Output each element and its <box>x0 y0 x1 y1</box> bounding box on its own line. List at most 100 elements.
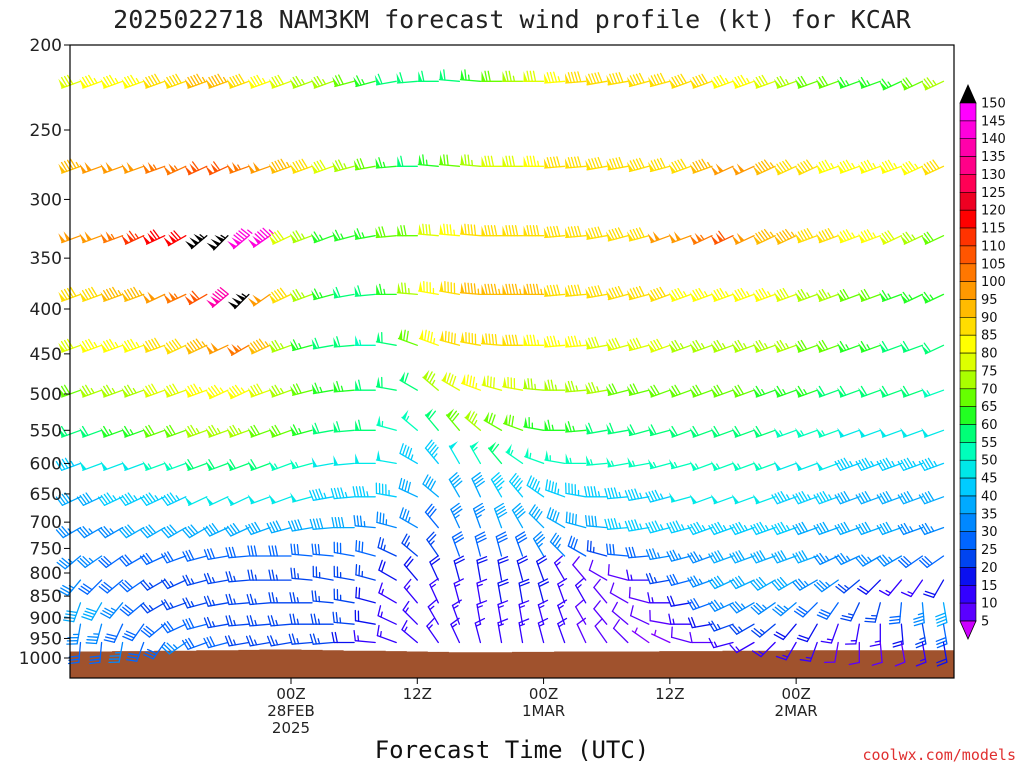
wind-barb <box>687 551 713 564</box>
wind-barb <box>78 579 103 595</box>
wind-barb <box>515 531 528 557</box>
wind-barb <box>816 228 839 244</box>
wind-barb <box>773 427 797 438</box>
wind-barb <box>647 384 671 398</box>
wind-barb <box>354 609 376 625</box>
wind-barb <box>710 384 734 398</box>
wind-barb <box>855 491 881 505</box>
wind-barb <box>607 564 629 581</box>
wind-barb <box>689 339 713 353</box>
wind-barb <box>310 75 334 89</box>
colorbar-label: 110 <box>981 239 1006 254</box>
wind-barb <box>483 411 503 431</box>
wind-barb <box>816 288 839 302</box>
wind-barb <box>522 283 545 296</box>
wind-barb <box>537 578 550 604</box>
y-tick-label: 300 <box>30 190 62 210</box>
wind-barb <box>480 70 503 82</box>
wind-barb <box>518 618 530 644</box>
colorbar-label: 135 <box>981 150 1006 165</box>
colorbar-swatch <box>959 602 977 622</box>
wind-barb <box>626 569 650 581</box>
wind-barb <box>900 77 924 91</box>
wind-barb <box>708 575 734 590</box>
x-tick-label: 00Z <box>529 685 558 703</box>
wind-barb <box>524 447 545 465</box>
wind-barb <box>731 460 755 471</box>
wind-barb <box>585 515 608 529</box>
wind-barb <box>401 533 418 557</box>
wind-barb <box>427 599 439 625</box>
wind-barb <box>752 385 776 398</box>
wind-barb <box>795 288 818 302</box>
wind-barb <box>795 339 818 353</box>
y-tick-label: 500 <box>30 385 62 405</box>
wind-barb <box>203 636 229 649</box>
credit-link[interactable]: coolwx.com/models <box>862 746 1016 764</box>
wind-barb <box>564 71 587 84</box>
wind-barb <box>142 337 166 353</box>
wind-barb <box>708 550 734 564</box>
wind-barb <box>837 229 860 244</box>
wind-barb <box>289 230 313 244</box>
wind-barb <box>333 380 355 393</box>
wind-barb <box>816 385 839 398</box>
wind-barb <box>921 342 945 355</box>
wind-barbs <box>55 69 948 667</box>
colorbar-label: 100 <box>981 275 1006 290</box>
wind-barb <box>161 551 187 564</box>
wind-barb <box>557 578 568 604</box>
wind-barb <box>332 159 355 173</box>
colorbar-label: 95 <box>981 293 998 308</box>
colorbar-swatch <box>959 192 977 211</box>
wind-barb <box>184 290 208 306</box>
wind-barb <box>79 338 103 353</box>
wind-barb <box>378 559 397 581</box>
wind-barb <box>795 385 818 398</box>
wind-barb <box>311 337 334 350</box>
wind-barb <box>401 409 418 431</box>
wind-barb <box>140 524 166 539</box>
wind-barb <box>501 283 524 296</box>
wind-barb <box>97 492 124 506</box>
wind-barb <box>480 283 503 296</box>
wind-barb <box>522 378 545 391</box>
y-tick-label: 350 <box>30 249 62 269</box>
wind-barb <box>161 599 187 611</box>
wind-barb <box>795 228 818 244</box>
wind-barb <box>710 230 734 245</box>
wind-barb <box>451 599 462 625</box>
wind-barb <box>565 482 587 498</box>
wind-barb <box>118 524 145 539</box>
wind-barb <box>729 575 755 590</box>
wind-barb <box>921 159 945 176</box>
wind-barb <box>509 472 524 498</box>
wind-barb <box>354 285 376 297</box>
wind-barb <box>879 340 903 353</box>
wind-barb <box>142 73 166 89</box>
wind-barb <box>750 602 776 615</box>
colorbar-swatch <box>959 102 977 122</box>
wind-barb <box>752 494 776 505</box>
wind-barb <box>98 555 124 569</box>
wind-barb <box>268 74 292 89</box>
wind-barb <box>501 225 524 237</box>
wind-barb <box>460 331 482 346</box>
wind-barb <box>689 460 713 471</box>
wind-barb <box>100 338 124 353</box>
wind-barb <box>844 623 860 645</box>
wind-barb <box>935 623 948 649</box>
wind-barb <box>606 156 629 171</box>
wind-barb <box>648 157 671 173</box>
wind-barb <box>572 556 587 581</box>
wind-barb <box>501 70 524 82</box>
wind-barb <box>182 637 208 650</box>
wind-barb <box>750 521 776 536</box>
wind-barb <box>864 602 881 623</box>
wind-barb <box>921 291 945 304</box>
wind-barb <box>203 523 229 537</box>
wind-barb <box>900 579 924 598</box>
wind-barb <box>121 460 145 471</box>
wind-barb <box>752 425 776 438</box>
wind-barb <box>311 382 334 395</box>
